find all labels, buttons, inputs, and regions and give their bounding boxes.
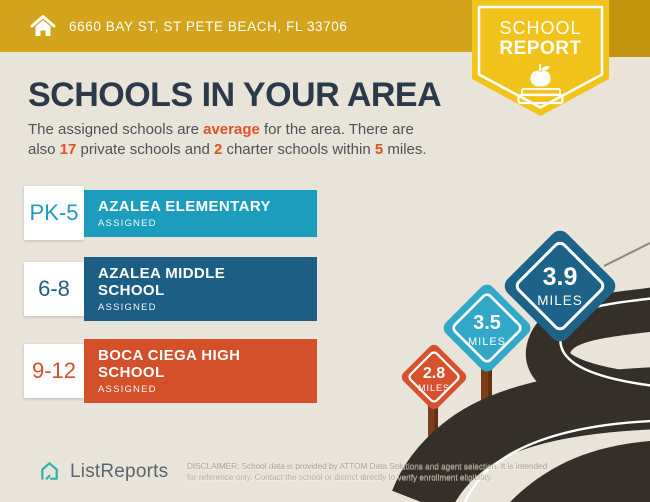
brand-name: ListReports <box>70 460 169 482</box>
badge-line1: SCHOOL <box>499 18 581 38</box>
school-row-middle: 6-8 AZALEA MIDDLE SCHOOL ASSIGNED <box>24 257 317 321</box>
lane-line <box>559 297 650 387</box>
school-name: AZALEA MIDDLE SCHOOL <box>98 265 226 299</box>
listreports-house-icon <box>41 462 58 480</box>
school-info: AZALEA MIDDLE SCHOOL ASSIGNED <box>84 257 317 321</box>
disclaimer-line2: for reference only. Contact the school o… <box>187 472 493 482</box>
summary-segment: for the area. There are also <box>28 121 414 158</box>
school-status: ASSIGNED <box>98 384 157 395</box>
sign-distance: 2.8 <box>423 365 445 382</box>
school-info: BOCA CIEGA HIGH SCHOOL ASSIGNED <box>84 339 317 403</box>
school-name: AZALEA ELEMENTARY <box>98 197 271 215</box>
school-report-badge: SCHOOL REPORT <box>472 0 609 116</box>
summary-highlight: 5 <box>374 141 384 158</box>
school-info: AZALEA ELEMENTARY ASSIGNED <box>84 189 317 237</box>
horizon-line <box>603 242 650 267</box>
sign-posts <box>428 328 565 446</box>
grade-badge: PK-5 <box>24 186 84 240</box>
summary-highlight: 17 <box>59 141 77 158</box>
distance-sign-2-8: 2.8 MILES <box>401 344 467 410</box>
school-status: ASSIGNED <box>98 217 157 229</box>
property-address: 6660 BAY ST, ST PETE BEACH, FL 33706 <box>69 18 348 34</box>
distance-sign-3-9: 3.9 MILES <box>504 230 616 342</box>
summary-text: The assigned schools are average for the… <box>28 120 428 160</box>
home-icon <box>30 15 56 36</box>
disclaimer-text: DISCLAIMER: School data is provided by A… <box>187 462 577 483</box>
sign-unit: MILES <box>418 383 450 393</box>
summary-segment: private schools and <box>76 141 214 158</box>
sign-distance: 3.9 <box>543 263 578 291</box>
summary-segment: miles. <box>383 141 427 158</box>
summary-segment: The assigned schools are <box>28 121 204 138</box>
page-title: SCHOOLS IN YOUR AREA <box>28 76 442 114</box>
disclaimer-line1: DISCLAIMER: School data is provided by A… <box>187 462 548 471</box>
apple-book-icon <box>517 63 564 105</box>
distance-sign-3-5: 3.5 MILES <box>443 284 531 372</box>
grade-badge: 6-8 <box>24 262 84 316</box>
summary-highlight: average <box>203 121 260 138</box>
brand-logo: ListReports <box>38 460 168 483</box>
badge-line2: REPORT <box>499 38 581 59</box>
school-name: BOCA CIEGA HIGH SCHOOL <box>98 347 241 381</box>
sign-distance: 3.5 <box>473 312 501 334</box>
school-status: ASSIGNED <box>98 302 157 313</box>
sign-unit: MILES <box>537 293 583 308</box>
school-row-high: 9-12 BOCA CIEGA HIGH SCHOOL ASSIGNED <box>24 339 317 403</box>
summary-segment: charter schools within <box>222 141 375 158</box>
sign-unit: MILES <box>468 336 506 348</box>
grade-badge: 9-12 <box>24 344 84 398</box>
summary-highlight: 2 <box>213 141 223 158</box>
school-row-elementary: PK-5 AZALEA ELEMENTARY ASSIGNED <box>24 186 317 240</box>
